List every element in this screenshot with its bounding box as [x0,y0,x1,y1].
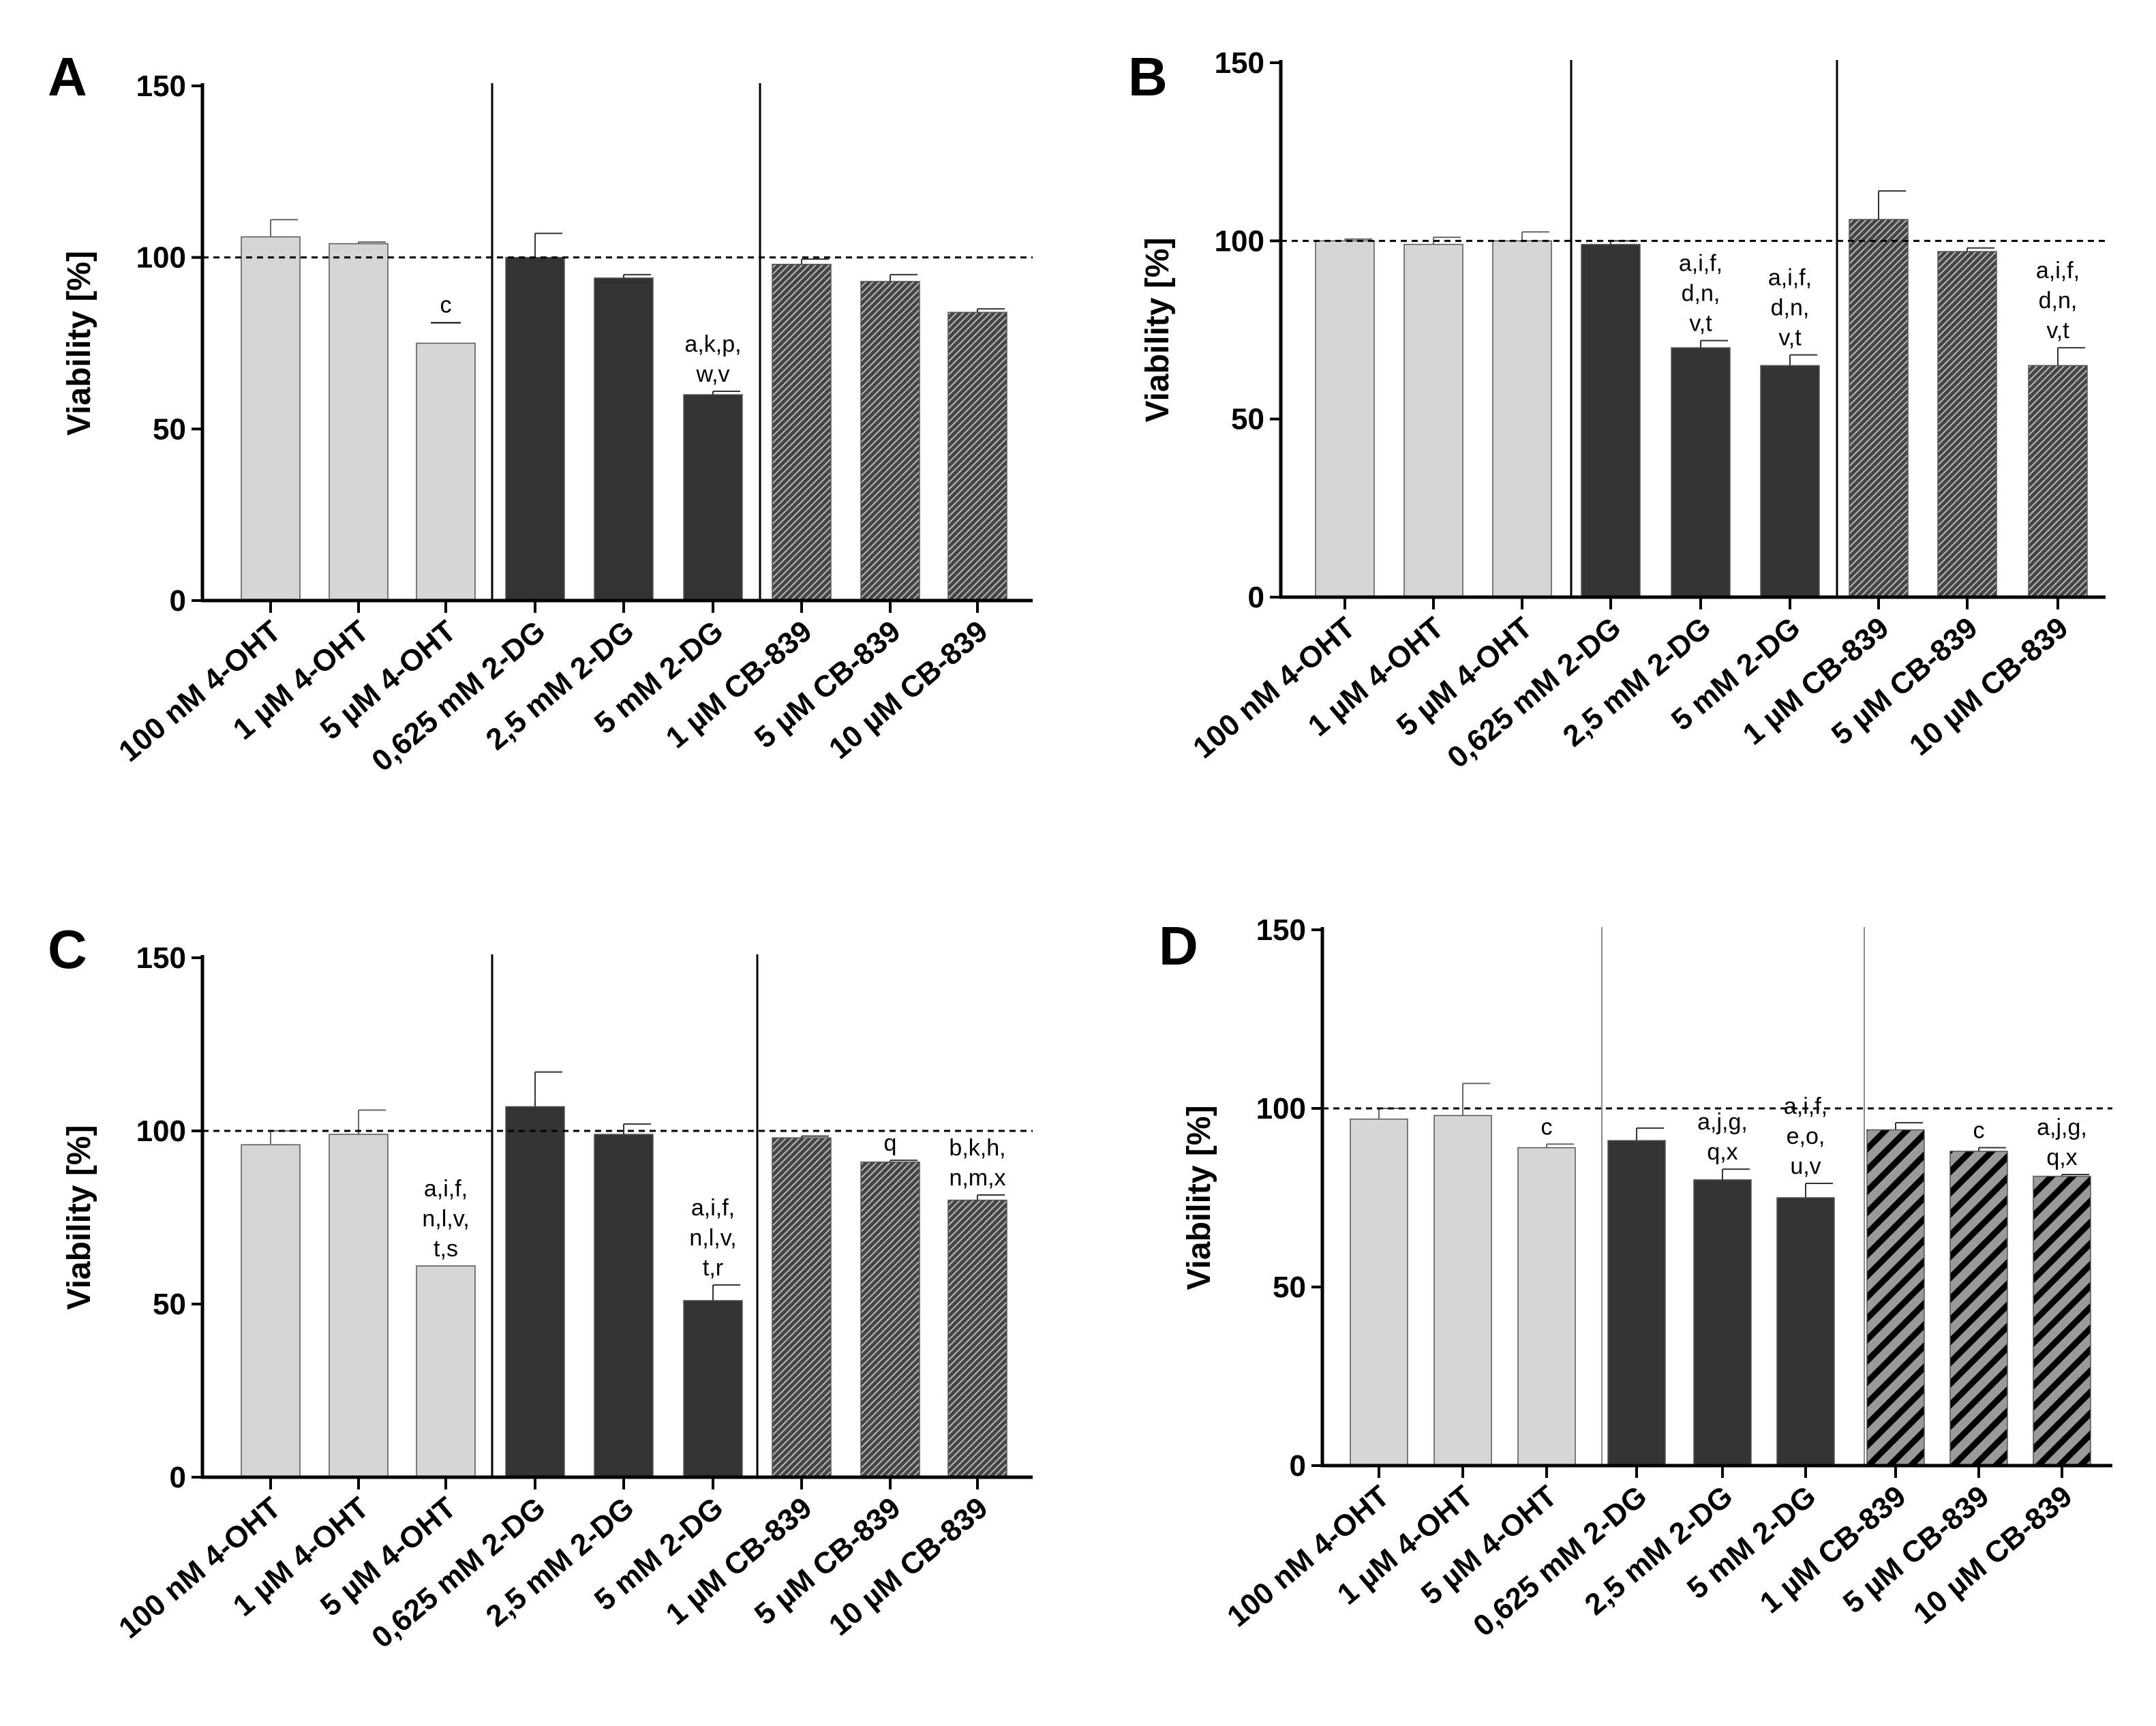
bar-1 [1315,240,1375,598]
bar-1 [1350,1118,1408,1466]
panel-letter: B [1128,46,1168,107]
y-tick-label: 50 [153,1288,186,1321]
bar-3 [1517,1147,1576,1466]
significance-label: a,i,f, [424,1176,468,1202]
bar-4 [505,1106,565,1478]
y-tick-label: 100 [1215,224,1264,258]
significance-label: v,t [1778,325,1802,351]
y-tick-label: 50 [1273,1271,1306,1304]
y-axis-label: Viability [%] [61,1125,97,1309]
bar-9 [2033,1175,2091,1466]
bar-8 [1949,1151,2008,1466]
y-tick-label: 0 [170,1461,186,1494]
bar-3 [416,342,476,601]
y-tick-label: 0 [1290,1449,1306,1483]
bar-7 [1866,1129,1925,1466]
bar-4 [1607,1140,1666,1466]
y-tick-label: 100 [136,1115,186,1148]
bar-6 [1776,1197,1835,1466]
bar-7 [772,263,832,601]
bar-7 [772,1137,832,1478]
significance-label: e,o, [1787,1123,1825,1149]
significance-label: u,v [1790,1153,1821,1179]
bar-6 [683,1300,743,1478]
x-tick-label: 10 µM CB-839 [823,1491,994,1642]
x-tick-label: 10 µM CB-839 [1903,611,2074,762]
significance-label: q,x [2046,1145,2077,1170]
panel-letter: D [1159,915,1198,976]
significance-label: a,j,g, [1697,1109,1748,1135]
significance-label: a,i,f, [1679,251,1722,277]
significance-label: a,i,f, [691,1195,735,1221]
bar-8 [860,1161,920,1478]
bar-5 [594,277,654,601]
significance-label: n,l,v, [689,1225,736,1251]
y-tick-label: 100 [1256,1092,1306,1125]
significance-label: a,i,f, [1768,265,1812,291]
significance-label: d,n, [1682,281,1720,307]
significance-label: a,i,f, [2036,258,2080,284]
bar-4 [1581,243,1641,598]
y-tick-label: 150 [1215,46,1264,80]
significance-label: n,l,v, [422,1206,469,1232]
y-tick-label: 50 [1231,403,1264,436]
significance-label: d,n, [1771,295,1810,321]
significance-label: q,x [1707,1139,1737,1165]
bar-2 [1433,1115,1492,1466]
bar-9 [2028,365,2088,598]
significance-label: a,k,p, [684,331,741,357]
bar-2 [1403,243,1463,598]
bar-9 [947,1199,1007,1478]
bar-2 [329,1134,389,1478]
significance-label: d,n, [2039,288,2078,314]
bar-8 [1937,251,1997,598]
y-tick-label: 0 [170,584,186,618]
y-tick-label: 50 [153,412,186,446]
y-axis-label: Viability [%] [61,251,97,436]
bar-4 [505,256,565,601]
y-axis-label: Viability [%] [1181,1105,1217,1290]
significance-label: v,t [1689,311,1712,337]
significance-label: w,v [695,361,729,387]
y-tick-label: 150 [136,941,186,975]
bar-1 [241,236,301,601]
panel-letter: C [48,919,87,980]
y-tick-label: 150 [1256,913,1306,947]
significance-label: c [1973,1118,1985,1144]
bar-2 [329,243,389,601]
significance-label: v,t [2046,318,2069,344]
panel-letter: A [48,46,87,107]
bar-5 [1671,347,1731,598]
significance-label: a,i,f, [1784,1093,1827,1119]
significance-label: q [884,1130,897,1156]
x-tick-label: 100 nM 4-OHT [1187,611,1361,765]
significance-label: t,s [434,1236,458,1262]
y-tick-label: 0 [1248,581,1264,614]
bar-5 [594,1134,654,1478]
bar-8 [860,281,920,601]
y-tick-label: 150 [136,70,186,103]
significance-label: c [1541,1114,1553,1140]
bar-6 [1760,365,1820,598]
bar-9 [947,312,1007,601]
significance-label: a,j,g, [2037,1115,2087,1140]
significance-label: b,k,h, [949,1135,1005,1161]
bar-5 [1693,1179,1752,1466]
bar-7 [1849,219,1909,598]
x-tick-label: 10 µM CB-839 [823,614,994,766]
bar-1 [241,1144,301,1478]
y-axis-label: Viability [%] [1140,237,1176,422]
significance-label: n,m,x [949,1165,1005,1191]
bar-6 [683,394,743,601]
significance-label: c [440,292,452,318]
bar-3 [416,1265,476,1478]
significance-label: t,r [703,1255,723,1281]
bar-3 [1492,240,1552,598]
y-tick-label: 100 [136,241,186,275]
